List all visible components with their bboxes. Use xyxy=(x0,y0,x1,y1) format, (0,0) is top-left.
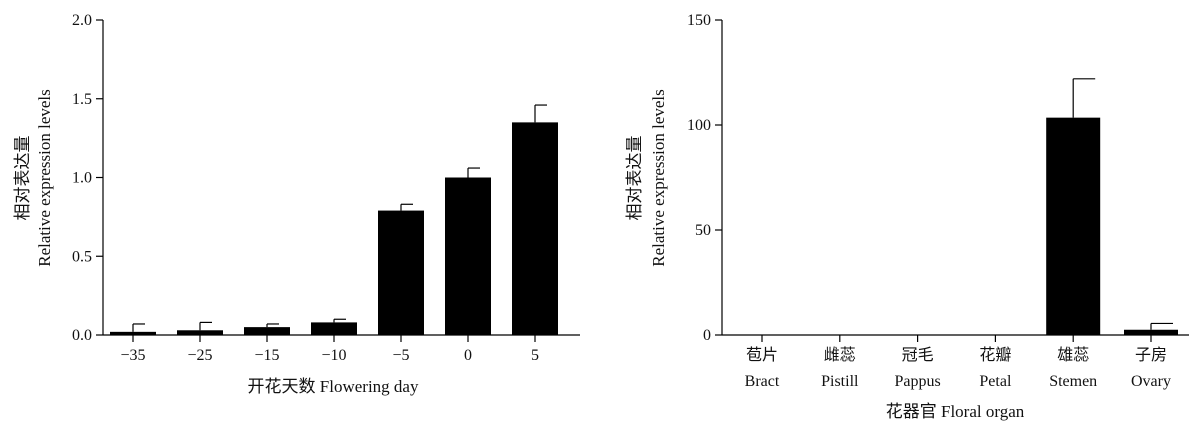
x-tick-label: −25 xyxy=(187,347,212,364)
y-tick-label: 100 xyxy=(687,117,711,134)
y-tick-label: 150 xyxy=(687,12,711,29)
x-tick-label-en: Ovary xyxy=(1131,373,1171,390)
y-tick-label: 0 xyxy=(703,327,711,344)
y-axis-title-cn: 相对表达量 xyxy=(13,136,32,221)
bar xyxy=(1046,117,1101,336)
chart-right-floral-organ: 0 50 100 150 苞片 Bract 雌蕊 Pistill 冠毛 Pappus 花瓣 Peta… xyxy=(625,12,1189,421)
x-tick-label-cn: 花瓣 xyxy=(979,346,1011,364)
bar xyxy=(177,330,223,335)
y-tick-label: 1.0 xyxy=(72,170,92,187)
x-axis-title: 花器官 Floral organ xyxy=(886,402,1025,421)
x-tick-label-en: Pistill xyxy=(821,373,859,390)
x-tick-label: −35 xyxy=(120,347,145,364)
y-tick-label: 0.0 xyxy=(72,327,92,344)
x-tick-label: 0 xyxy=(464,347,472,364)
x-tick-label-cn: 苞片 xyxy=(746,346,778,364)
bar xyxy=(445,177,491,335)
y-tick-label: 0.5 xyxy=(72,248,92,265)
y-tick-label: 1.5 xyxy=(72,91,92,108)
x-tick-label-cn: 雌蕊 xyxy=(824,346,856,364)
x-tick-label-en: Bract xyxy=(745,373,780,390)
x-tick-label-cn: 雄蕊 xyxy=(1057,346,1089,364)
bar xyxy=(110,331,156,335)
x-tick-label: −10 xyxy=(321,347,346,364)
bar xyxy=(512,122,558,335)
x-axis-title: 开花天数 Flowering day xyxy=(248,377,419,396)
bar xyxy=(378,210,424,335)
y-tick-label: 2.0 xyxy=(72,12,92,29)
x-tick-label-cn: 子房 xyxy=(1135,346,1167,364)
chart-left-flowering-day: 0.0 0.5 1.0 1.5 2.0 −35 −25 −15 −10 −5 0 5 相对表达量 R… xyxy=(13,12,580,396)
y-tick-label: 50 xyxy=(695,222,711,239)
x-tick-label: 5 xyxy=(531,347,539,364)
x-tick-label-en: Stemen xyxy=(1049,373,1097,390)
y-axis-title-en: Relative expression levels xyxy=(35,89,54,267)
bar xyxy=(244,327,290,335)
x-tick-label: −15 xyxy=(254,347,279,364)
x-tick-label-en: Pappus xyxy=(894,373,940,390)
bar xyxy=(311,322,357,335)
x-tick-label: −5 xyxy=(392,347,409,364)
y-axis-title-cn: 相对表达量 xyxy=(625,136,644,221)
bar xyxy=(1124,329,1178,335)
x-tick-label-en: Petal xyxy=(979,373,1012,390)
x-tick-label-cn: 冠毛 xyxy=(902,346,934,364)
y-axis-title-en: Relative expression levels xyxy=(649,89,668,267)
